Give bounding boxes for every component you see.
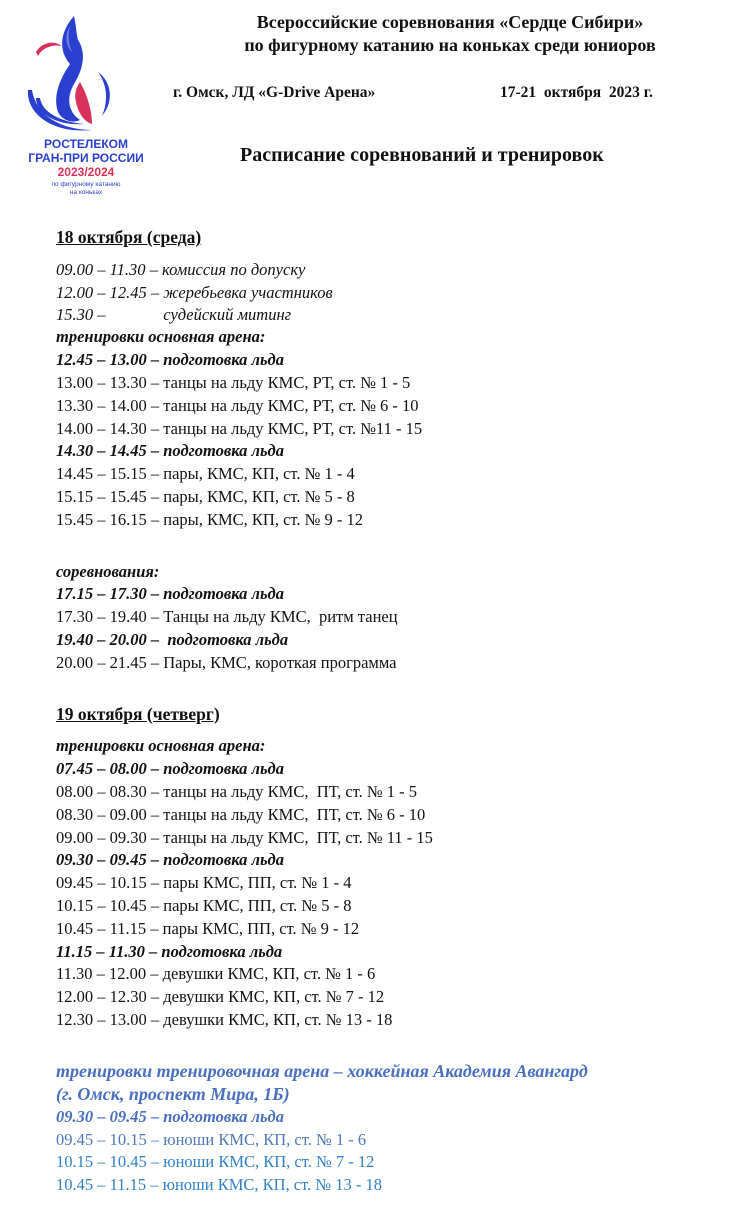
day1-competition-list: 17.15 – 17.30 – подготовка льда 17.30 – 1…	[56, 583, 736, 674]
schedule-line: 08.00 – 08.30 – танцы на льду КМС, ПТ, с…	[56, 781, 417, 801]
event-title-line2: по фигурному катанию на коньках среди юн…	[244, 35, 656, 55]
schedule-line: 09.00 – 11.30 – комиссия по допуску	[56, 259, 306, 279]
schedule-line: 09.30 – 09.45 – подготовка льда	[56, 1106, 284, 1126]
day2-training-list: 07.45 – 08.00 – подготовка льда 08.00 – 0…	[56, 758, 736, 1032]
secondary-arena-heading: тренировки тренировочная арена – хоккейн…	[56, 1060, 588, 1081]
schedule-line: 12.30 – 13.00 – девушки КМС, КП, ст. № 1…	[56, 1009, 393, 1029]
secondary-arena-address: (г. Омск, проспект Мира, 1Б)	[56, 1083, 290, 1104]
section-heading: тренировки основная арена:	[56, 327, 266, 347]
schedule-line: 09.00 – 09.30 – танцы на льду КМС, ПТ, с…	[56, 827, 433, 847]
schedule-line: 10.45 – 11.15 – юноши КМС, КП, ст. № 13 …	[56, 1175, 382, 1195]
schedule-line: 15.30 – судейский митинг	[56, 305, 292, 325]
logo-sub2: на коньках	[69, 189, 103, 196]
schedule-title: Расписание соревнований и тренировок	[240, 144, 604, 166]
schedule-line: 12.00 – 12.45 – жеребьевка участников	[56, 282, 333, 302]
schedule-line: 13.00 – 13.30 – танцы на льду КМС, РТ, с…	[56, 372, 411, 392]
schedule-line: 10.15 – 10.45 – пары КМС, ПП, ст. № 5 - …	[56, 895, 352, 915]
schedule-line: 11.15 – 11.30 – подготовка льда	[56, 941, 283, 961]
schedule-line: 12.45 – 13.00 – подготовка льда	[56, 350, 284, 370]
day1-training-list: 12.45 – 13.00 – подготовка льда 13.00 – 1…	[56, 349, 736, 531]
schedule-line: 20.00 – 21.45 – Пары, КМС, короткая прог…	[56, 652, 397, 672]
schedule-line: 14.30 – 14.45 – подготовка льда	[56, 441, 284, 461]
schedule-line: 07.45 – 08.00 – подготовка льда	[56, 759, 284, 779]
logo-line2: ГРАН-ПРИ РОССИИ	[28, 151, 144, 165]
event-dates: 17-21 октября 2023 г.	[500, 84, 653, 101]
schedule-line: 10.45 – 11.15 – пары КМС, ПП, ст. № 9 - …	[56, 918, 360, 938]
day-heading: 19 октября (четверг)	[56, 703, 220, 724]
logo-line1: РОСТЕЛЕКОМ	[44, 137, 128, 151]
flame-skater-icon	[27, 16, 110, 131]
spacer	[56, 532, 736, 561]
schedule-line: 08.30 – 09.00 – танцы на льду КМС, ПТ, с…	[56, 804, 426, 824]
event-title-line1: Всероссийские соревнования «Сердце Сибир…	[256, 12, 644, 32]
section-heading: тренировки основная арена:	[56, 736, 266, 756]
schedule-body: 18 октября (среда) 09.00 – 11.30 – комис…	[56, 226, 736, 1197]
schedule-line: 11.30 – 12.00 – девушки КМС, КП, ст. № 1…	[56, 964, 376, 984]
section-heading: соревнования:	[56, 561, 160, 581]
venue: г. Омск, ЛД «G-Drive Арена»	[173, 84, 376, 101]
grand-prix-logo: РОСТЕЛЕКОМ ГРАН-ПРИ РОССИИ 2023/2024 по …	[22, 12, 152, 202]
schedule-line: 09.45 – 10.15 – юноши КМС, КП, ст. № 1 -…	[56, 1129, 367, 1149]
schedule-line: 17.30 – 19.40 – Танцы на льду КМС, ритм …	[56, 607, 398, 627]
schedule-line: 09.30 – 09.45 – подготовка льда	[56, 850, 284, 870]
spacer	[56, 1032, 736, 1060]
schedule-line: 12.00 – 12.30 – девушки КМС, КП, ст. № 7…	[56, 987, 385, 1007]
logo-sub1: по фигурному катанию	[51, 181, 121, 188]
schedule-line: 09.45 – 10.15 – пары КМС, ПП, ст. № 1 - …	[56, 873, 352, 893]
schedule-line: 15.15 – 15.45 – пары, КМС, КП, ст. № 5 -…	[56, 486, 355, 506]
logo-season: 2023/2024	[57, 165, 115, 179]
schedule-line: 14.45 – 15.15 – пары, КМС, КП, ст. № 1 -…	[56, 464, 355, 484]
schedule-line: 14.00 – 14.30 – танцы на льду КМС, РТ, с…	[56, 418, 423, 438]
schedule-line: 10.15 – 10.45 – юноши КМС, КП, ст. № 7 -…	[56, 1152, 375, 1172]
schedule-line: 19.40 – 20.00 – подготовка льда	[56, 629, 289, 649]
spacer	[56, 675, 736, 703]
schedule-line: 17.15 – 17.30 – подготовка льда	[56, 584, 284, 604]
schedule-line: 15.45 – 16.15 – пары, КМС, КП, ст. № 9 -…	[56, 509, 363, 529]
day-heading: 18 октября (среда)	[56, 227, 202, 247]
schedule-line: 13.30 – 14.00 – танцы на льду КМС, РТ, с…	[56, 395, 419, 415]
